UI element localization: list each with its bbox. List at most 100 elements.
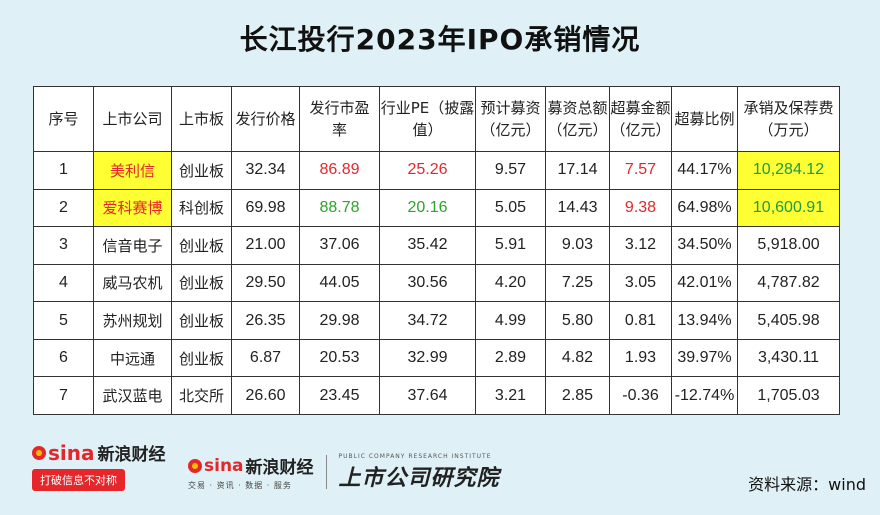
sina-finance-logo: sina 新浪财经 打破信息不对称 xyxy=(32,440,172,492)
header-price: 发行价格 xyxy=(231,86,300,152)
cell-company: 爱科赛博 xyxy=(93,188,172,228)
cell-company: 威马农机 xyxy=(93,263,172,303)
sina-eye-icon xyxy=(188,458,202,473)
cell-fee: 5,918.00 xyxy=(737,226,840,265)
cell-total-raise: 5.80 xyxy=(545,301,610,340)
cell-fee: 5,405.98 xyxy=(737,301,840,340)
header-seq: 序号 xyxy=(33,86,94,152)
cell-total-raise: 2.85 xyxy=(545,376,610,415)
header-total-raise-line2: （亿元） xyxy=(547,121,608,139)
cell-seq: 4 xyxy=(33,263,94,303)
cell-board: 创业板 xyxy=(171,338,232,378)
cell-over-ratio: 64.98% xyxy=(671,188,738,228)
cell-issue-pe: 88.78 xyxy=(299,188,380,228)
cell-industry-pe: 32.99 xyxy=(379,338,476,378)
header-fee-line2: （万元） xyxy=(758,121,819,139)
cell-over-amount: 3.12 xyxy=(609,226,672,265)
cell-total-raise: 7.25 xyxy=(545,263,610,303)
table-header-row: 序号 上市公司 上市板 发行价格 发行市盈率 行业PE（披露 值） 预计募资 （亿元… xyxy=(33,86,840,152)
cell-seq: 3 xyxy=(33,226,94,265)
table-row: 2 爱科赛博 科创板 69.98 88.78 20.16 5.05 14.43 9.38 64.9… xyxy=(33,188,840,228)
cell-company: 信音电子 xyxy=(93,226,172,265)
cell-planned-raise: 4.20 xyxy=(475,263,546,303)
slogan-badge: 打破信息不对称 xyxy=(32,469,125,491)
table-row: 3 信音电子 创业板 21.00 37.06 35.42 5.91 9.03 3.12 34.50… xyxy=(33,226,840,265)
cell-seq: 7 xyxy=(33,376,94,415)
cell-seq: 5 xyxy=(33,301,94,340)
header-fee-line1: 承销及保荐费 xyxy=(743,99,834,117)
cell-price: 6.87 xyxy=(231,338,300,378)
cell-planned-raise: 5.91 xyxy=(475,226,546,265)
cell-planned-raise: 9.57 xyxy=(475,151,546,190)
header-issue-pe-line1: 发行市盈 xyxy=(309,99,370,117)
ipo-underwriting-table: 序号 上市公司 上市板 发行价格 发行市盈率 行业PE（披露 值） 预计募资 （亿元… xyxy=(33,86,840,415)
cell-board: 创业板 xyxy=(171,263,232,303)
header-industry-pe: 行业PE（披露 值） xyxy=(379,86,476,152)
header-over-amount: 超募金额 （亿元） xyxy=(609,86,672,152)
header-issue-pe: 发行市盈率 xyxy=(299,86,380,152)
table-row: 4 威马农机 创业板 29.50 44.05 30.56 4.20 7.25 3.05 42.01… xyxy=(33,263,840,303)
cell-board: 创业板 xyxy=(171,151,232,190)
cell-planned-raise: 3.21 xyxy=(475,376,546,415)
cell-seq: 6 xyxy=(33,338,94,378)
header-planned-raise-line1: 预计募资 xyxy=(480,99,541,117)
page-title: 长江投行2023年IPO承销情况 xyxy=(239,23,641,56)
cell-price: 26.60 xyxy=(231,376,300,415)
sina-brand-text: sina xyxy=(48,440,95,465)
header-total-raise: 募资总额 （亿元） xyxy=(545,86,610,152)
cell-total-raise: 4.82 xyxy=(545,338,610,378)
cell-price: 69.98 xyxy=(231,188,300,228)
cell-over-amount: -0.36 xyxy=(609,376,672,415)
cell-over-ratio: 44.17% xyxy=(671,151,738,190)
cell-fee: 3,430.11 xyxy=(737,338,840,378)
cell-total-raise: 14.43 xyxy=(545,188,610,228)
cell-board: 创业板 xyxy=(171,301,232,340)
cell-issue-pe: 37.06 xyxy=(299,226,380,265)
research-cn: 上市公司研究院 xyxy=(338,465,500,491)
header-total-raise-line1: 募资总额 xyxy=(547,99,608,117)
cell-company: 武汉蓝电 xyxy=(93,376,172,415)
cell-fee: 10,284.12 xyxy=(737,151,840,190)
cell-over-amount: 0.81 xyxy=(609,301,672,340)
cell-seq: 2 xyxy=(33,188,94,228)
cell-over-amount: 1.93 xyxy=(609,338,672,378)
cell-planned-raise: 4.99 xyxy=(475,301,546,340)
sina-eye-icon xyxy=(32,445,46,460)
cell-total-raise: 9.03 xyxy=(545,226,610,265)
cell-over-ratio: 34.50% xyxy=(671,226,738,265)
data-source: 资料来源：wind xyxy=(748,475,866,494)
header-issue-pe-line2: 率 xyxy=(331,121,347,139)
cell-issue-pe: 29.98 xyxy=(299,301,380,340)
cell-company: 中远通 xyxy=(93,338,172,378)
mid-tagline: 交易 · 资讯 · 数据 · 服务 xyxy=(188,481,292,490)
cell-industry-pe: 37.64 xyxy=(379,376,476,415)
cell-over-ratio: 13.94% xyxy=(671,301,738,340)
header-industry-pe-line1: 行业PE（披露 xyxy=(380,99,475,117)
header-board: 上市板 xyxy=(171,86,232,152)
cell-fee: 1,705.03 xyxy=(737,376,840,415)
cell-over-amount: 7.57 xyxy=(609,151,672,190)
header-planned-raise: 预计募资 （亿元） xyxy=(475,86,546,152)
logo-divider xyxy=(325,455,327,489)
cell-industry-pe: 20.16 xyxy=(379,188,476,228)
cell-price: 26.35 xyxy=(231,301,300,340)
cell-board: 北交所 xyxy=(171,376,232,415)
header-planned-raise-line2: （亿元） xyxy=(480,121,541,139)
cell-over-ratio: 39.97% xyxy=(671,338,738,378)
research-en: PUBLIC COMPANY RESEARCH INSTITUTE xyxy=(338,452,492,460)
cell-issue-pe: 20.53 xyxy=(299,338,380,378)
cell-over-ratio: 42.01% xyxy=(671,263,738,303)
cell-issue-pe: 86.89 xyxy=(299,151,380,190)
mid-sina-brand: sina xyxy=(204,455,244,476)
cell-over-amount: 3.05 xyxy=(609,263,672,303)
cell-board: 科创板 xyxy=(171,188,232,228)
table-row: 7 武汉蓝电 北交所 26.60 23.45 37.64 3.21 2.85 -0.36 -12.… xyxy=(33,376,840,415)
cell-over-ratio: -12.74% xyxy=(671,376,738,415)
header-over-ratio: 超募比例 xyxy=(671,86,738,152)
cell-fee: 4,787.82 xyxy=(737,263,840,303)
cell-planned-raise: 5.05 xyxy=(475,188,546,228)
cell-planned-raise: 2.89 xyxy=(475,338,546,378)
cell-company: 苏州规划 xyxy=(93,301,172,340)
cell-issue-pe: 23.45 xyxy=(299,376,380,415)
cell-industry-pe: 30.56 xyxy=(379,263,476,303)
